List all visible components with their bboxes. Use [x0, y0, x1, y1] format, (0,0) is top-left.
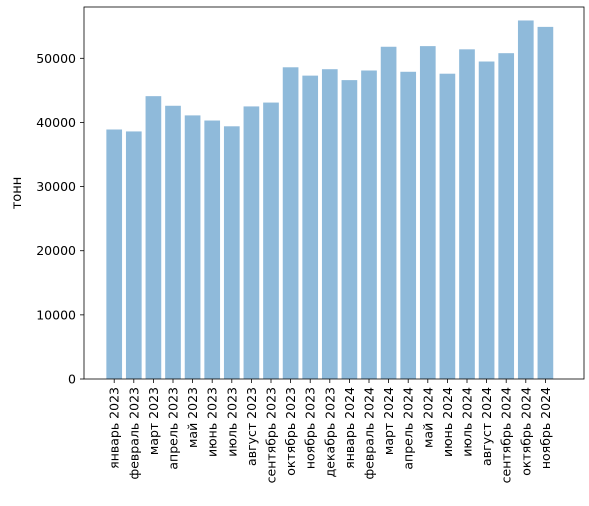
x-tick-label: февраль 2023 [126, 387, 141, 479]
bar [204, 120, 221, 379]
x-tick-label: март 2024 [381, 387, 396, 455]
x-tick-label: апрель 2024 [401, 387, 416, 470]
x-tick-label: февраль 2024 [362, 387, 377, 480]
bar [243, 106, 260, 380]
bar [517, 20, 534, 380]
x-tick-label: апрель 2023 [166, 387, 181, 470]
bar [400, 71, 417, 380]
x-tick-label: июль 2023 [224, 387, 239, 457]
y-tick-label: 50000 [36, 51, 76, 66]
bar [459, 49, 475, 380]
bar [223, 126, 240, 379]
x-tick-label: июль 2024 [460, 387, 475, 457]
y-axis: 0 10000 20000 30000 40000 50000 [36, 51, 84, 387]
x-tick-label: август 2024 [479, 387, 494, 466]
x-tick-label: май 2023 [185, 387, 200, 448]
bar [498, 53, 515, 379]
x-tick-label: октябрь 2024 [518, 387, 533, 476]
x-tick-label: январь 2024 [342, 387, 357, 469]
bar [361, 70, 377, 379]
y-tick-label: 10000 [36, 307, 76, 322]
bar [419, 46, 436, 379]
x-tick-label: август 2023 [244, 387, 259, 466]
y-tick-label: 20000 [36, 243, 76, 258]
x-tick-label: май 2024 [420, 387, 435, 448]
x-tick-label: ноябрь 2024 [538, 387, 553, 469]
bar [439, 73, 456, 380]
bar [184, 115, 201, 380]
bars-group [106, 20, 554, 380]
bar [302, 75, 319, 379]
x-tick-label: ноябрь 2023 [303, 387, 318, 469]
x-tick-label: декабрь 2023 [322, 387, 337, 477]
plot-frame [83, 6, 585, 380]
bar [321, 69, 338, 379]
bar [478, 61, 495, 379]
y-tick-label: 0 [68, 372, 76, 387]
x-axis: январь 2023 февраль 2023 март 2023 апрель 2… [107, 379, 553, 483]
bar [125, 131, 142, 379]
bar [165, 105, 181, 380]
bar [341, 80, 358, 379]
bar [145, 96, 162, 379]
x-tick-label: январь 2023 [107, 387, 122, 469]
bar [282, 67, 299, 379]
bar [537, 26, 554, 380]
y-tick-label: 40000 [36, 115, 76, 130]
x-tick-label: март 2023 [146, 387, 161, 455]
x-tick-label: сентябрь 2024 [499, 387, 514, 483]
y-axis-label: тонн [10, 177, 25, 210]
x-tick-label: июнь 2024 [440, 387, 455, 457]
x-tick-label: июнь 2023 [205, 387, 220, 457]
y-tick-label: 30000 [36, 179, 76, 194]
bar [380, 46, 397, 380]
bar [106, 129, 123, 379]
x-tick-label: сентябрь 2023 [264, 387, 279, 483]
x-tick-label: октябрь 2023 [283, 387, 298, 476]
bar [263, 102, 279, 379]
